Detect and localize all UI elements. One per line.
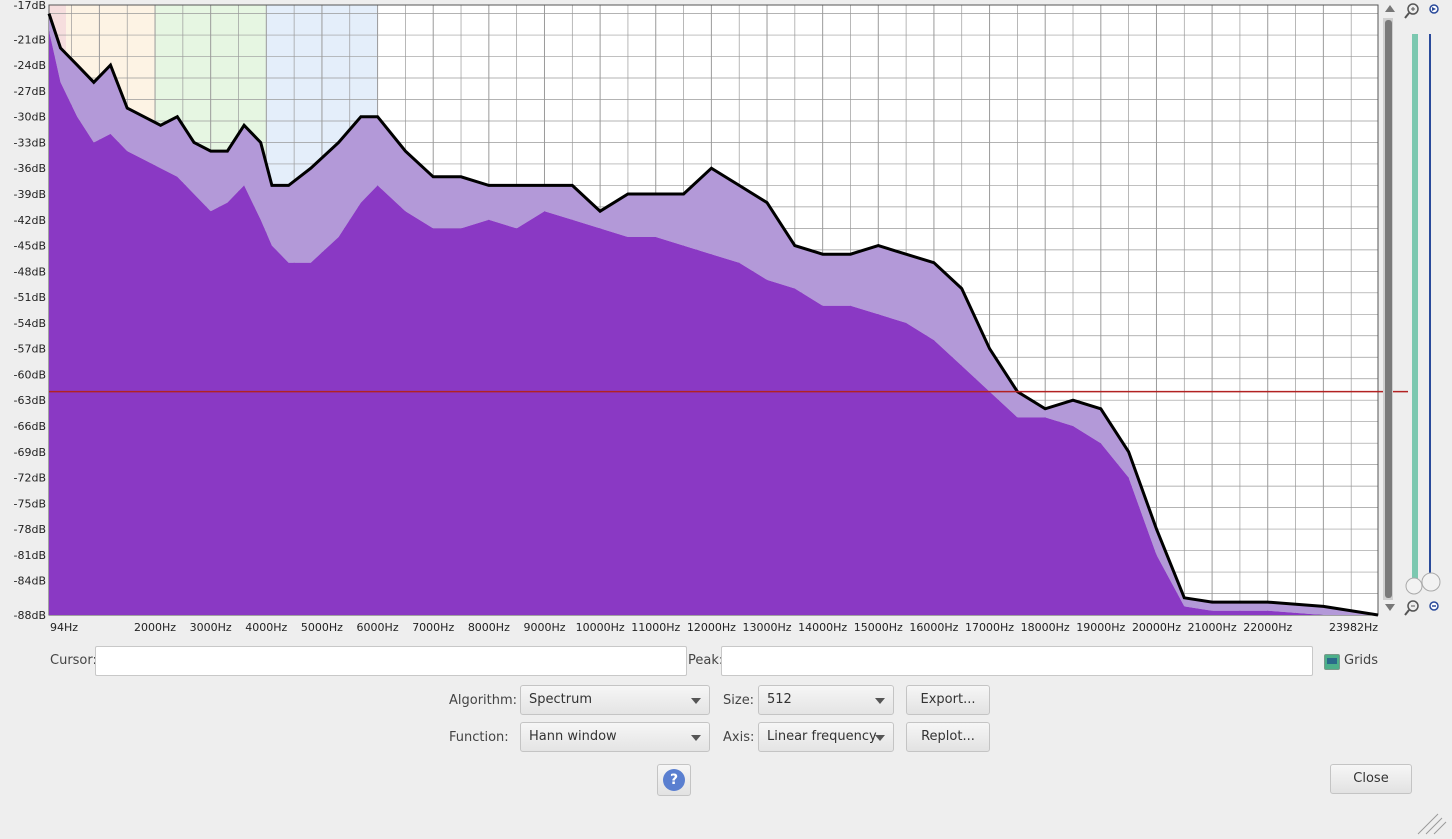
chevron-down-icon — [875, 735, 885, 741]
db-tick-label: -24dB — [14, 59, 47, 72]
db-tick-label: -48dB — [14, 265, 47, 278]
hz-tick-label: 12000Hz — [687, 621, 736, 634]
size-label: Size: — [723, 693, 755, 708]
hz-tick-label: 18000Hz — [1021, 621, 1070, 634]
hz-tick-label: 94Hz — [50, 621, 78, 634]
zoom-slider-track[interactable] — [1412, 34, 1418, 584]
function-value: Hann window — [529, 729, 617, 744]
db-tick-label: -45dB — [14, 240, 47, 253]
hz-tick-label: 15000Hz — [854, 621, 903, 634]
db-tick-label: -75dB — [14, 497, 47, 510]
hz-tick-label: 10000Hz — [576, 621, 625, 634]
chevron-down-icon — [691, 698, 701, 704]
hz-tick-label: 16000Hz — [909, 621, 958, 634]
check-icon — [1327, 658, 1337, 664]
hz-tick-label: 2000Hz — [134, 621, 176, 634]
db-tick-label: -88dB — [14, 609, 47, 622]
help-icon: ? — [663, 769, 685, 791]
db-tick-label: -39dB — [14, 188, 47, 201]
hz-tick-label: 22000Hz — [1243, 621, 1292, 634]
db-tick-label: -63dB — [14, 394, 47, 407]
zoom-reset-icon[interactable] — [1429, 601, 1439, 611]
db-tick-label: -21dB — [14, 33, 47, 46]
db-tick-label: -36dB — [14, 162, 47, 175]
db-tick-label: -60dB — [14, 368, 47, 381]
peak-label: Peak: — [688, 653, 724, 668]
scroll-down-arrow[interactable] — [1385, 604, 1395, 611]
hz-tick-label: 3000Hz — [190, 621, 232, 634]
axis-value: Linear frequency — [767, 729, 877, 744]
resize-grip-icon[interactable] — [1408, 812, 1448, 836]
db-tick-label: -72dB — [14, 472, 47, 485]
db-tick-label: -17dB — [14, 0, 47, 12]
grids-label: Grids — [1344, 653, 1379, 668]
hz-tick-label: 21000Hz — [1188, 621, 1237, 634]
function-label: Function: — [449, 730, 509, 745]
export-button[interactable]: Export... — [906, 685, 990, 715]
db-tick-label: -69dB — [14, 446, 47, 459]
hz-tick-label: 17000Hz — [965, 621, 1014, 634]
db-tick-label: -33dB — [14, 136, 47, 149]
hz-tick-label: 6000Hz — [357, 621, 399, 634]
db-tick-label: -51dB — [14, 291, 47, 304]
hz-tick-label: 23982Hz — [1329, 621, 1378, 634]
scroll-up-arrow[interactable] — [1385, 5, 1395, 12]
hz-tick-label: 20000Hz — [1132, 621, 1181, 634]
close-button[interactable]: Close — [1330, 764, 1412, 794]
zoom-in-icon[interactable] — [1404, 3, 1419, 19]
axis-label: Axis: — [723, 730, 755, 745]
hz-tick-label: 5000Hz — [301, 621, 343, 634]
db-tick-label: -66dB — [14, 420, 47, 433]
algorithm-label: Algorithm: — [449, 693, 518, 708]
cursor-field[interactable] — [95, 646, 687, 676]
replot-button[interactable]: Replot... — [906, 722, 990, 752]
spectrum-peak-line — [47, 13, 1379, 617]
algorithm-select[interactable]: Spectrum — [520, 685, 710, 715]
db-tick-label: -57dB — [14, 343, 47, 356]
hz-tick-label: 14000Hz — [798, 621, 847, 634]
size-select[interactable]: 512 — [758, 685, 894, 715]
db-tick-label: -27dB — [14, 85, 47, 98]
plot-scrollbar-thumb[interactable] — [1385, 20, 1392, 598]
spectrum-fill — [49, 30, 1378, 616]
grids-checkbox[interactable] — [1324, 654, 1340, 670]
zoom-out-icon[interactable] — [1404, 600, 1419, 616]
hz-tick-label: 9000Hz — [523, 621, 565, 634]
zoom-slider-handle[interactable] — [1405, 577, 1423, 595]
cursor-label: Cursor: — [50, 653, 97, 668]
zoom-fit-icon[interactable] — [1429, 4, 1439, 14]
spectrum-range-band — [49, 13, 1378, 616]
db-tick-label: -42dB — [14, 214, 47, 227]
peak-field[interactable] — [721, 646, 1313, 676]
chevron-down-icon — [875, 698, 885, 704]
algorithm-value: Spectrum — [529, 692, 592, 707]
db-tick-label: -30dB — [14, 111, 47, 124]
axis-select[interactable]: Linear frequency — [758, 722, 894, 752]
db-tick-label: -54dB — [14, 317, 47, 330]
hz-tick-label: 19000Hz — [1076, 621, 1125, 634]
hz-tick-label: 8000Hz — [468, 621, 510, 634]
hz-tick-label: 11000Hz — [631, 621, 680, 634]
db-tick-label: -81dB — [14, 549, 47, 562]
hz-tick-label: 13000Hz — [742, 621, 791, 634]
size-value: 512 — [767, 692, 792, 707]
function-select[interactable]: Hann window — [520, 722, 710, 752]
spectrum-plot[interactable]: -17dB -21dB -24dB -27dB -30dB -33dB -36dB -39dB… — [0, 0, 1452, 640]
chevron-down-icon — [691, 735, 701, 741]
db-tick-label: -78dB — [14, 523, 47, 536]
help-button[interactable]: ? — [657, 764, 691, 796]
hz-tick-label: 7000Hz — [412, 621, 454, 634]
hz-tick-label: 4000Hz — [245, 621, 287, 634]
db-tick-label: -84dB — [14, 575, 47, 588]
